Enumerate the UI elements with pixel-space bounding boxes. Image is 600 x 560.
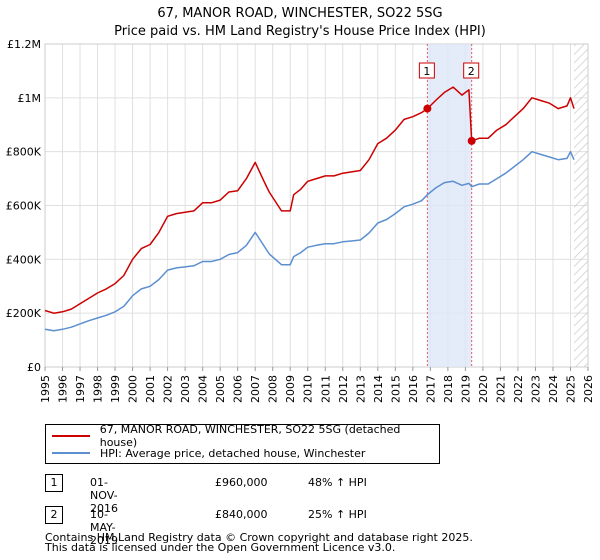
x-tick-label: 2013 bbox=[354, 375, 367, 403]
y-tick-label: £400K bbox=[6, 253, 42, 266]
series-line-property bbox=[44, 86, 575, 314]
series-line-hpi bbox=[44, 150, 575, 332]
x-tick-label: 2008 bbox=[267, 375, 280, 403]
x-tick-label: 1997 bbox=[74, 375, 87, 403]
sale-point bbox=[467, 136, 476, 145]
y-tick-label: £1.2M bbox=[7, 38, 41, 51]
legend-label-property: 67, MANOR ROAD, WINCHESTER, SO22 5SG (de… bbox=[99, 423, 401, 449]
x-tick-label: 1996 bbox=[57, 375, 70, 403]
y-tick-label: £0 bbox=[27, 361, 41, 374]
x-tick-label: 2023 bbox=[529, 375, 542, 403]
x-tick-label: 2011 bbox=[319, 375, 332, 403]
forecast-hatch bbox=[573, 44, 588, 367]
x-tick-label: 2020 bbox=[477, 375, 490, 403]
sale-label-box bbox=[418, 62, 435, 79]
legend-item-property: 67, MANOR ROAD, WINCHESTER, SO22 5SG (de… bbox=[52, 423, 439, 449]
x-tick-label: 2024 bbox=[547, 375, 560, 403]
sale-price: £840,000 bbox=[215, 508, 268, 521]
footer-line: Contains HM Land Registry data © Crown c… bbox=[45, 531, 473, 544]
x-axis-ticks: 1995 1996 1997 1998 1999 2000 2001 2002 2003 2004… bbox=[39, 367, 595, 403]
grid bbox=[44, 43, 589, 368]
sale-label-box bbox=[463, 62, 480, 79]
x-tick-label: 1999 bbox=[109, 375, 122, 403]
sale-number: 2 bbox=[45, 506, 63, 524]
x-tick-label: 2012 bbox=[337, 375, 350, 403]
x-tick-label: 2006 bbox=[232, 375, 245, 403]
x-tick-label: 2001 bbox=[144, 375, 157, 403]
x-tick-label: 2016 bbox=[407, 375, 420, 403]
footer: Contains HM Land Registry data © Crown c… bbox=[45, 531, 473, 554]
y-tick-label: £600K bbox=[6, 200, 42, 213]
x-tick-label: 2021 bbox=[494, 375, 507, 403]
x-tick-label: 2000 bbox=[127, 375, 140, 403]
x-tick-label: 2004 bbox=[197, 375, 210, 403]
legend-line-hpi bbox=[52, 452, 90, 454]
y-axis-ticks: £0 £200K £400K £600K £800K £1M £1.2M bbox=[6, 38, 42, 374]
sale-hpi: 48% ↑ HPI bbox=[308, 476, 367, 489]
y-tick-label: £200K bbox=[6, 307, 42, 320]
y-tick-label: £1M bbox=[18, 92, 42, 105]
sale-label: 2 bbox=[468, 65, 475, 78]
x-tick-label: 2003 bbox=[179, 375, 192, 403]
x-tick-label: 2017 bbox=[424, 375, 437, 403]
x-tick-label: 2026 bbox=[582, 375, 595, 403]
sale-point bbox=[423, 104, 432, 113]
x-tick-label: 2018 bbox=[442, 375, 455, 403]
x-tick-label: 2019 bbox=[459, 375, 472, 403]
x-tick-label: 2015 bbox=[389, 375, 402, 403]
chart-subtitle: Price paid vs. HM Land Registry's House … bbox=[114, 24, 486, 39]
sale-date: 01-NOV-2016 bbox=[90, 476, 118, 515]
sale-interval-shade bbox=[427, 44, 472, 367]
sale-number: 1 bbox=[45, 474, 63, 492]
footer-line: This data is licensed under the Open Gov… bbox=[45, 541, 396, 554]
x-tick-label: 2014 bbox=[372, 375, 385, 403]
sale-hpi: 25% ↑ HPI bbox=[308, 508, 367, 521]
legend-label-hpi: HPI: Average price, detached house, Winc… bbox=[100, 446, 366, 460]
y-tick-label: £800K bbox=[6, 146, 42, 159]
sale-period-shade bbox=[426, 44, 588, 367]
sale-label: 1 bbox=[423, 65, 430, 78]
x-tick-label: 2002 bbox=[162, 375, 175, 403]
x-tick-label: 2010 bbox=[302, 375, 315, 403]
sale-price: £960,000 bbox=[215, 476, 268, 489]
x-tick-label: 1995 bbox=[39, 375, 52, 403]
x-tick-label: 1998 bbox=[92, 375, 105, 403]
legend-item-hpi: HPI: Average price, detached house, Winc… bbox=[52, 445, 365, 461]
x-tick-label: 2025 bbox=[564, 375, 577, 403]
series-lines bbox=[44, 86, 575, 332]
x-tick-label: 2007 bbox=[249, 375, 262, 403]
chart-title: 67, MANOR ROAD, WINCHESTER, SO22 5SG bbox=[157, 6, 443, 21]
x-tick-label: 2005 bbox=[214, 375, 227, 403]
legend: 67, MANOR ROAD, WINCHESTER, SO22 5SG (de… bbox=[45, 423, 440, 464]
legend-line-property bbox=[52, 435, 90, 437]
x-tick-label: 2022 bbox=[512, 375, 525, 403]
sale-date: 10-MAY-2019 bbox=[90, 508, 118, 547]
x-tick-label: 2009 bbox=[284, 375, 297, 403]
